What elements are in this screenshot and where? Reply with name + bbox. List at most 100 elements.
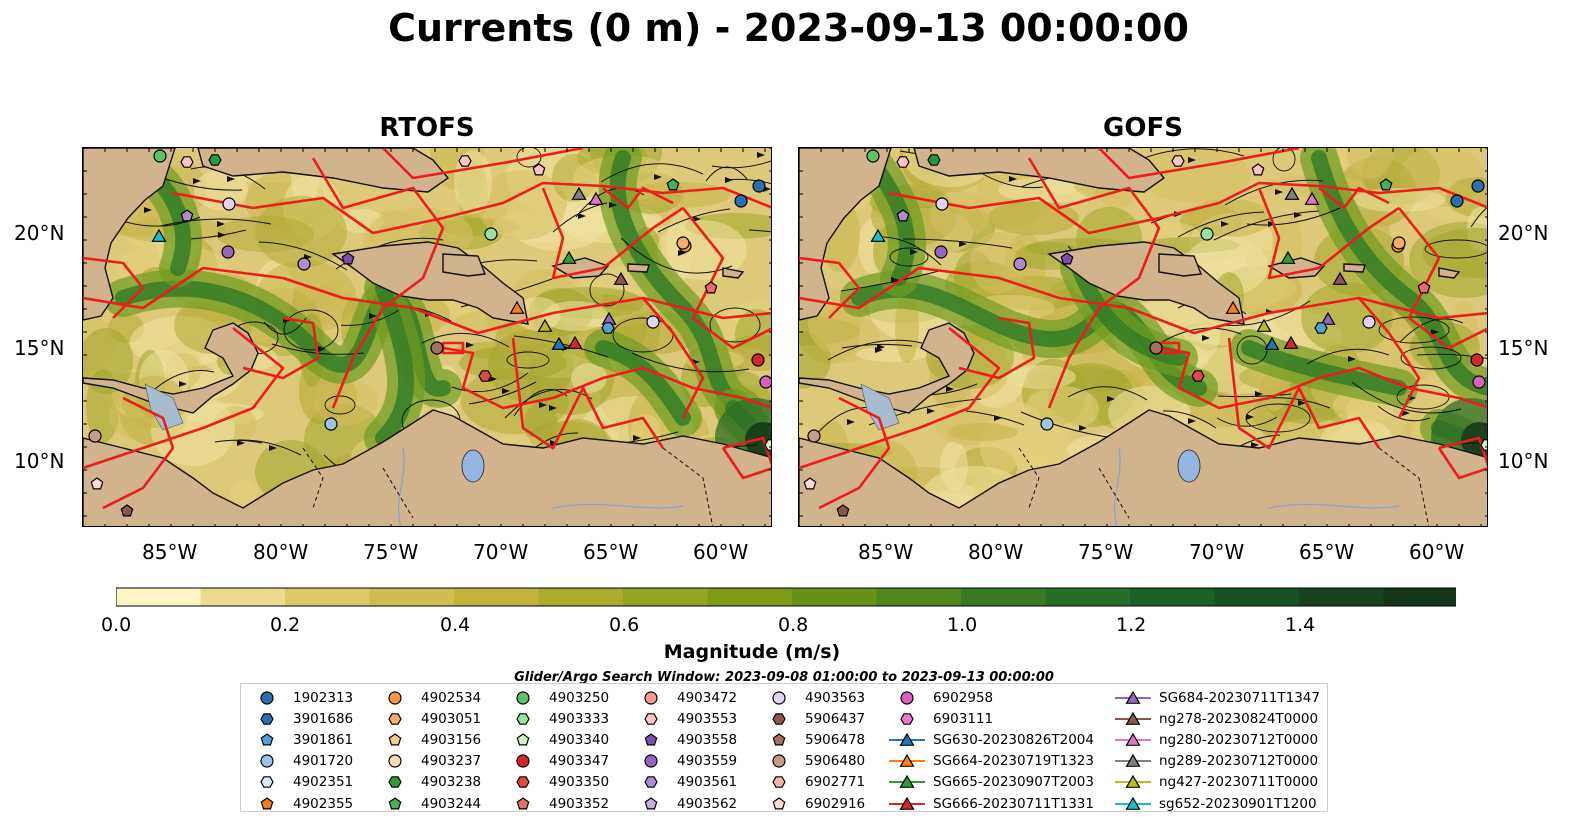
float-marker	[153, 149, 167, 163]
float-marker	[1362, 315, 1376, 329]
triangle-icon	[1125, 753, 1141, 768]
legend-label: 4903562	[677, 795, 738, 812]
hexagon-icon	[900, 712, 914, 725]
legend-marker-icon	[889, 775, 925, 789]
map-panel-rtofs[interactable]	[82, 147, 772, 527]
legend-item: SG666-20230711T1331	[889, 793, 1094, 814]
legend-marker-icon	[1115, 690, 1151, 704]
legend-marker-icon	[1115, 796, 1151, 810]
legend-marker-icon	[388, 733, 402, 746]
float-marker	[571, 186, 587, 200]
float-marker	[836, 504, 850, 517]
lon-label-75w-left: 75°W	[363, 540, 419, 564]
legend-marker-icon	[900, 690, 914, 705]
circle-icon	[516, 754, 530, 768]
colorbar-segment	[285, 588, 370, 606]
float-marker	[180, 209, 194, 222]
circle-icon	[900, 690, 914, 705]
colorbar-segment	[538, 588, 624, 606]
legend-item: 6902916	[761, 793, 865, 814]
float-marker	[601, 322, 615, 334]
map-canvas	[83, 148, 771, 526]
legend-column: SG684-20230711T1347 ng278-20230824T0000 ng…	[1115, 687, 1320, 814]
legend-item: 4902355	[249, 793, 353, 814]
pentagon-icon	[516, 796, 530, 810]
lat-label-15n-right: 15°N	[1498, 336, 1549, 360]
search-window-text: Glider/Argo Search Window: 2023-09-08 01…	[514, 670, 1054, 685]
pentagon-icon	[516, 733, 530, 746]
legend-marker-icon	[644, 733, 658, 746]
lon-label-70w-right: 70°W	[1189, 540, 1245, 564]
float-marker	[297, 257, 311, 271]
legend-column: 1902313 3901686 3901861 4901720 4902351 49023…	[249, 687, 353, 814]
triangle-icon	[899, 796, 915, 810]
float-marker	[532, 163, 546, 176]
float-marker	[588, 191, 604, 205]
pentagon-icon	[260, 796, 274, 810]
colorbar	[116, 587, 1456, 607]
map-panel-gofs[interactable]	[798, 147, 1488, 527]
legend-item: 4903051	[377, 708, 481, 729]
legend-marker-icon	[889, 796, 925, 810]
float-marker	[1225, 300, 1241, 314]
legend-marker-icon	[260, 796, 274, 810]
hexagon-icon	[260, 712, 274, 725]
legend: 1902313 3901686 3901861 4901720 4902351 49023…	[240, 683, 1328, 812]
legend-label: 4903350	[549, 774, 610, 791]
triangle-icon	[899, 753, 915, 768]
hexagon-icon	[388, 776, 402, 789]
legend-label: SG630-20230826T2004	[933, 731, 1094, 748]
legend-marker-icon	[516, 754, 530, 768]
float-marker	[1450, 194, 1464, 208]
float-marker	[1040, 417, 1054, 431]
legend-item: 3901861	[249, 729, 353, 750]
legend-label: ng289-20230712T0000	[1159, 753, 1319, 770]
panel-title-rtofs: RTOFS	[379, 113, 475, 143]
legend-item: 4902534	[377, 687, 481, 708]
colorbar-tick-0-6: 0.6	[609, 614, 640, 636]
legend-column: 4903472 4903553 4903558 4903559 4903561 49035…	[633, 687, 737, 814]
legend-marker-icon	[1115, 711, 1151, 725]
float-marker	[1256, 318, 1272, 332]
legend-item: SG684-20230711T1347	[1115, 687, 1320, 708]
colorbar-segment	[876, 588, 962, 606]
float-marker	[478, 370, 492, 382]
legend-label: 4903340	[549, 731, 610, 748]
legend-marker-icon	[260, 776, 274, 789]
float-marker	[1314, 322, 1328, 334]
circle-icon	[772, 690, 786, 705]
hexagon-icon	[644, 776, 658, 789]
circle-icon	[516, 690, 530, 705]
float-marker	[221, 245, 235, 259]
colorbar-segment	[1214, 588, 1300, 606]
colorbar-segment	[454, 588, 539, 606]
legend-marker-icon	[644, 796, 658, 810]
legend-item: SG630-20230826T2004	[889, 729, 1094, 750]
legend-marker-icon	[772, 776, 786, 789]
pentagon-icon	[772, 796, 786, 810]
legend-label: 5906480	[805, 753, 866, 770]
colorbar-tick-1-2: 1.2	[1116, 614, 1147, 636]
float-marker	[704, 281, 718, 294]
colorbar-tick-0-4: 0.4	[440, 614, 471, 636]
float-marker	[1304, 191, 1320, 205]
legend-label: 3901861	[293, 731, 354, 748]
legend-item: sg652-20230901T1200	[1115, 793, 1320, 814]
float-marker	[458, 155, 472, 167]
float-marker	[341, 252, 355, 265]
legend-column: 4903563 5906437 5906478 5906480 6902771 69029…	[761, 687, 865, 814]
float-marker	[1471, 179, 1485, 193]
float-marker	[1060, 252, 1074, 265]
colorbar-segment	[1045, 588, 1131, 606]
legend-marker-icon	[516, 776, 530, 789]
colorbar-segment	[1383, 588, 1456, 606]
legend-item: 6903111	[889, 708, 1094, 729]
legend-label: 4903553	[677, 710, 738, 727]
legend-label: 4902534	[421, 689, 482, 706]
legend-item: 5906480	[761, 751, 865, 772]
legend-column: 6902958 6903111 SG630-20230826T2004 SG664-2…	[889, 687, 1094, 814]
float-marker	[208, 154, 222, 166]
lat-label-10n-right: 10°N	[1498, 449, 1549, 473]
circle-icon	[772, 754, 786, 768]
float-marker	[1392, 236, 1406, 250]
